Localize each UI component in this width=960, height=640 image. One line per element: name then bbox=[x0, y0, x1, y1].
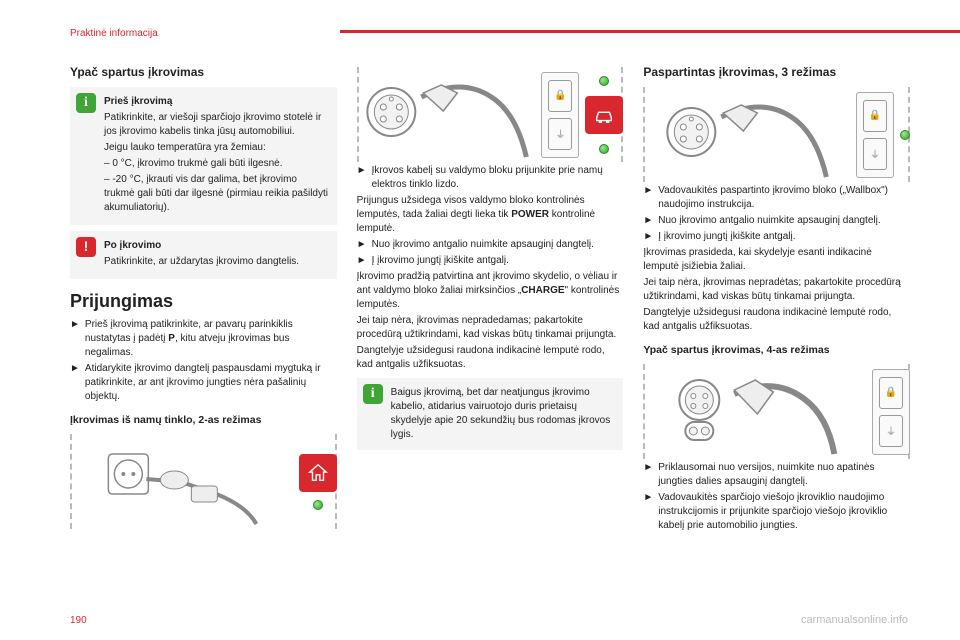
col3-p2: Nuo įkrovimo antgalio nuimkite apsauginį… bbox=[658, 214, 880, 228]
wallbox-plug-illustration bbox=[643, 87, 850, 182]
col3-b7: ►Priklausomai nuo versijos, nuimkite nuo… bbox=[643, 461, 910, 489]
panel-lock-icon: 🔒 bbox=[879, 377, 903, 409]
content-columns: Ypač spartus įkrovimas i Prieš įkrovimą … bbox=[70, 59, 910, 535]
note-before-l1: Patikrinkite, ar viešoji sparčiojo įkrov… bbox=[104, 111, 329, 139]
col3-p1: Vadovaukitės paspartinto įkrovimo bloko … bbox=[658, 184, 910, 212]
col1-bullet-1: ► Prieš įkrovimą patikrinkite, ar pavarų… bbox=[70, 318, 337, 360]
heading-mode4: Ypač spartus įkrovimas, 4-as režimas bbox=[643, 344, 910, 356]
col3-p3: Į įkrovimo jungtį įkiškite antgalį. bbox=[658, 230, 795, 244]
col2-note: Baigus įkrovimą, bet dar neatjungus įkro… bbox=[391, 387, 611, 440]
socket-plug-illustration bbox=[357, 67, 536, 162]
illustration-mode3: 🔒 ⏚ bbox=[643, 87, 910, 182]
note-after-body: Patikrinkite, ar uždarytas įkrovimo dang… bbox=[104, 255, 329, 269]
triangle-bullet-icon: ► bbox=[643, 491, 653, 533]
note-after-charging: ! Po įkrovimo Patikrinkite, ar uždarytas… bbox=[70, 231, 337, 279]
triangle-bullet-icon: ► bbox=[643, 184, 653, 212]
panel-lock-icon: 🔒 bbox=[863, 100, 887, 132]
led-green bbox=[599, 144, 609, 154]
page-number: 190 bbox=[70, 615, 87, 626]
col2-b3: ► Nuo įkrovimo antgalio nuimkite apsaugin… bbox=[357, 238, 624, 252]
note-before-l2: Jeigu lauko temperatūra yra žemiau: bbox=[104, 141, 329, 155]
triangle-bullet-icon: ► bbox=[357, 254, 367, 268]
col3-p6: Dangtelyje užsidegusi raudona indikacinė… bbox=[643, 306, 910, 334]
col2-p2-b: POWER bbox=[511, 209, 549, 220]
col1-p1: Prieš įkrovimą patikrinkite, ar pavarų p… bbox=[85, 318, 337, 360]
col2-p7: Dangtelyje užsidegusi raudona indikacinė… bbox=[357, 344, 624, 372]
col3-b3: ► Į įkrovimo jungtį įkiškite antgalį. bbox=[643, 230, 910, 244]
illustration-mode2 bbox=[70, 434, 337, 529]
panel-lock-icon: 🔒 bbox=[548, 80, 572, 112]
col3-p8: Vadovaukitės sparčiojo viešojo įkrovikli… bbox=[658, 491, 910, 533]
col3-b8: ►Vadovaukitės sparčiojo viešojo įkrovikl… bbox=[643, 491, 910, 533]
heading-mode2: Įkrovimas iš namų tinklo, 2-as režimas bbox=[70, 414, 337, 426]
warning-icon: ! bbox=[76, 237, 96, 257]
col3-p4: Įkrovimas prasideda, kai skydelyje esant… bbox=[643, 246, 910, 274]
column-2: 🔒 ⏚ ►Įkrovos kabelį su valdymo bloku pri… bbox=[357, 59, 624, 535]
col2-p6: Jei taip nėra, įkrovimas nepradedamas; p… bbox=[357, 314, 624, 342]
charge-panel: 🔒 ⏚ bbox=[856, 92, 894, 178]
col3-p7: Priklausomai nuo versijos, nuimkite nuo … bbox=[658, 461, 910, 489]
col2-b4: ► Į įkrovimo jungtį įkiškite antgalį. bbox=[357, 254, 624, 268]
col3-b2: ► Nuo įkrovimo antgalio nuimkite apsaugin… bbox=[643, 214, 910, 228]
triangle-bullet-icon: ► bbox=[70, 362, 80, 404]
info-icon: i bbox=[363, 384, 383, 404]
triangle-bullet-icon: ► bbox=[643, 230, 653, 244]
heading-fast-charging: Ypač spartus įkrovimas bbox=[70, 65, 337, 79]
watermark: carmanualsonline.info bbox=[801, 614, 908, 626]
col1-p2: Atidarykite įkrovimo dangtelį paspausdam… bbox=[85, 362, 337, 404]
col2-p4: Į įkrovimo jungtį įkiškite antgalį. bbox=[372, 254, 509, 268]
header-red-bar bbox=[340, 30, 960, 33]
triangle-bullet-icon: ► bbox=[357, 238, 367, 252]
ccs-plug-illustration bbox=[643, 364, 866, 459]
led-green bbox=[313, 500, 323, 510]
info-icon: i bbox=[76, 93, 96, 113]
panel-plug-icon: ⏚ bbox=[548, 118, 572, 150]
col3-p5: Jei taip nėra, įkrovimas nepradėtas; pak… bbox=[643, 276, 910, 304]
led-green bbox=[900, 130, 910, 140]
triangle-bullet-icon: ► bbox=[70, 318, 80, 360]
charge-panel: 🔒 ⏚ bbox=[541, 72, 579, 158]
note-before-title: Prieš įkrovimą bbox=[104, 96, 172, 107]
col1-p1-b: P bbox=[168, 333, 175, 344]
note-before-b2: – -20 °C, įkrauti vis dar galima, bet įk… bbox=[104, 173, 329, 215]
col2-p1: Įkrovos kabelį su valdymo bloku prijunki… bbox=[372, 164, 624, 192]
note-before-charging: i Prieš įkrovimą Patikrinkite, ar viešoj… bbox=[70, 87, 337, 225]
led-green bbox=[599, 76, 609, 86]
col2-p5: Įkrovimo pradžią patvirtina ant įkrovimo… bbox=[357, 270, 624, 312]
heading-connection: Prijungimas bbox=[70, 291, 337, 312]
triangle-bullet-icon: ► bbox=[357, 164, 367, 192]
heading-mode3: Paspartintas įkrovimas, 3 režimas bbox=[643, 65, 910, 79]
note-before-b1: – 0 °C, įkrovimo trukmė gali būti ilgesn… bbox=[104, 157, 329, 171]
home-icon bbox=[299, 454, 337, 492]
col2-p2: Prijungus užsidega visos valdymo bloko k… bbox=[357, 194, 624, 236]
triangle-bullet-icon: ► bbox=[643, 214, 653, 228]
col1-bullet-2: ► Atidarykite įkrovimo dangtelį paspausd… bbox=[70, 362, 337, 404]
charge-panel: 🔒 ⏚ bbox=[872, 369, 910, 455]
note-after-finish: i Baigus įkrovimą, bet dar neatjungus įk… bbox=[357, 378, 624, 450]
panel-plug-icon: ⏚ bbox=[863, 138, 887, 170]
col3-b1: ►Vadovaukitės paspartinto įkrovimo bloko… bbox=[643, 184, 910, 212]
col2-p5-b: CHARGE bbox=[521, 285, 564, 296]
home-outlet-illustration bbox=[70, 434, 293, 529]
col2-p3: Nuo įkrovimo antgalio nuimkite apsauginį… bbox=[372, 238, 594, 252]
column-1: Ypač spartus įkrovimas i Prieš įkrovimą … bbox=[70, 59, 337, 535]
car-icon bbox=[585, 96, 623, 134]
illustration-mode4: 🔒 ⏚ bbox=[643, 364, 910, 459]
illustration-mode2-top: 🔒 ⏚ bbox=[357, 67, 624, 162]
triangle-bullet-icon: ► bbox=[643, 461, 653, 489]
column-3: Paspartintas įkrovimas, 3 režimas bbox=[643, 59, 910, 535]
panel-plug-icon: ⏚ bbox=[879, 415, 903, 447]
note-after-title: Po įkrovimo bbox=[104, 240, 161, 251]
col2-b1: ►Įkrovos kabelį su valdymo bloku prijunk… bbox=[357, 164, 624, 192]
